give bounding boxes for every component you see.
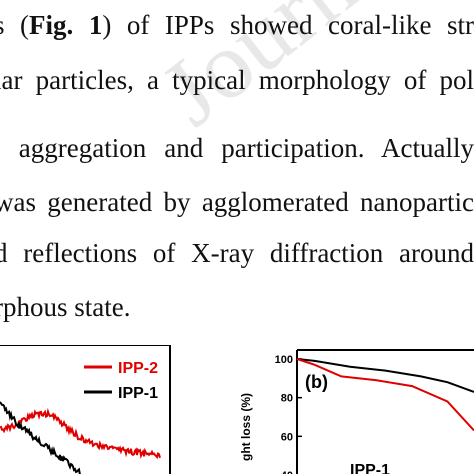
chart-a: IPP-2 IPP-1 <box>0 345 171 474</box>
chart-b-series-line-0 <box>296 358 474 393</box>
chart-b-series-group <box>296 358 474 432</box>
series-line-ipp-2 <box>0 407 161 460</box>
series-line-ipp-1 <box>0 401 81 474</box>
figure-ref[interactable]: Fig. 1 <box>29 10 103 40</box>
text-line-1-post: ) of IPPs showed coral-like str <box>102 10 474 40</box>
chart-b-ytick-label: 40 <box>281 470 293 474</box>
legend-label-ipp-1: IPP-1 <box>118 385 158 402</box>
chart-a-legend: IPP-2 IPP-1 <box>84 360 158 402</box>
chart-b: ght loss (%) 100 80 60 40 (b) IPP-1 <box>239 349 474 474</box>
text-line-2: lar particles, a typical morphology of p… <box>0 65 474 95</box>
text-line-4: was generated by agglomerated nanopartic <box>0 187 474 217</box>
chart-b-ylabel: ght loss (%) <box>239 393 253 461</box>
text-line-6: rphous state. <box>0 292 131 322</box>
chart-b-ytick-label: 80 <box>281 393 293 405</box>
chart-b-ytick-label: 100 <box>275 354 293 366</box>
chart-b-series-line-1 <box>296 358 474 432</box>
chart-b-ytick-label: 60 <box>281 431 293 443</box>
text-line-1-pre: s ( <box>0 10 30 40</box>
text-line-3: , aggregation and participation. Actuall… <box>0 133 474 163</box>
text-line-1: s (Fig. 1) of IPPs showed coral-like str <box>0 10 474 40</box>
chart-a-series-group <box>0 401 161 474</box>
legend-label-ipp-2: IPP-2 <box>118 360 158 377</box>
text-line-5: d reflections of X-ray diffraction aroun… <box>0 238 474 268</box>
chart-b-annotation: IPP-1 <box>350 462 390 474</box>
chart-b-panel-label: (b) <box>305 372 328 392</box>
